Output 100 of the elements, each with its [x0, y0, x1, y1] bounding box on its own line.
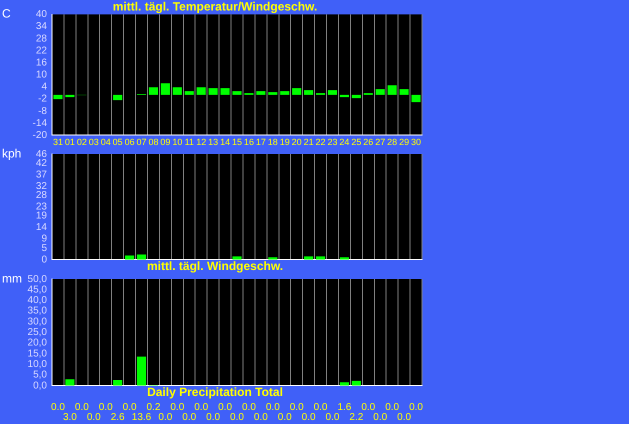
y-tick-label: 50,0	[28, 274, 48, 285]
data-label: 0.0	[326, 412, 340, 423]
data-label: 0.0	[302, 412, 316, 423]
bar	[352, 94, 361, 98]
y-tick-label: 28	[36, 33, 48, 44]
x-tick-label: 19	[280, 137, 290, 148]
data-label: 0.0	[122, 402, 137, 413]
data-label: 0.0	[74, 402, 90, 413]
data-label: 0.0	[314, 402, 328, 413]
text: mittl. tägl. Windgeschw.	[146, 259, 284, 274]
x-tick-label: 17	[256, 137, 266, 148]
bar	[220, 88, 230, 95]
bar	[352, 380, 361, 386]
y-axis-title: mm	[2, 271, 22, 286]
data-label: 0.0	[397, 412, 412, 423]
bar	[268, 92, 278, 95]
chart-title: mittl. tägl. Temperatur/Windgeschw.	[112, 0, 318, 14]
bar	[208, 88, 218, 95]
x-tick-label: 01	[64, 137, 75, 148]
x-tick-label: 25	[351, 137, 362, 148]
x-tick-label: 18	[268, 137, 278, 148]
y-tick-label: 5,0	[33, 370, 48, 381]
y-axis-title: kph	[2, 146, 22, 160]
bar	[280, 91, 290, 95]
bar	[376, 89, 385, 95]
bar	[160, 83, 170, 95]
x-tick-label: 29	[399, 137, 410, 148]
y-tick-label: 25,0	[28, 327, 48, 338]
bar	[411, 94, 421, 102]
x-tick-label: 15	[232, 137, 242, 148]
bar	[304, 90, 314, 95]
bar	[388, 85, 397, 95]
data-label: 0.0	[230, 412, 244, 423]
x-tick-label: 30	[411, 137, 422, 148]
data-label: 0.0	[51, 402, 66, 413]
data-label: 0.0	[98, 402, 114, 413]
data-label: 13.6	[132, 412, 152, 423]
y-axis-title: C	[2, 6, 11, 21]
data-label: 0.0	[361, 402, 376, 413]
y-tick-label: 30,0	[28, 316, 48, 328]
x-tick-label: 07	[136, 137, 147, 148]
bar	[172, 87, 182, 95]
y-tick-label: -14	[32, 118, 48, 129]
y-tick-label: 32	[36, 180, 48, 192]
x-tick-label: 11	[184, 137, 194, 148]
x-tick-label: 16	[244, 137, 254, 148]
y-tick-label: 42	[36, 158, 48, 169]
y-tick-label: 0	[41, 254, 48, 266]
y-tick-label: 37	[36, 169, 48, 180]
y-tick-label: -8	[38, 106, 48, 117]
bar	[136, 356, 146, 386]
bar	[328, 90, 338, 95]
x-tick-label: 03	[88, 137, 99, 148]
x-tick-label: 06	[124, 137, 135, 148]
x-tick-label: 05	[112, 137, 123, 148]
bar	[232, 91, 242, 95]
x-tick-label: 22	[316, 137, 326, 148]
bar	[184, 91, 194, 95]
x-tick-label: 10	[172, 137, 182, 148]
y-tick-label: 15,0	[28, 348, 48, 360]
y-tick-label: -2	[38, 94, 48, 105]
y-tick-label: 0,0	[33, 380, 48, 392]
y-tick-label: 40,0	[28, 295, 48, 306]
x-tick-label: 23	[327, 137, 338, 148]
bar	[340, 382, 349, 386]
bar	[196, 87, 206, 95]
y-tick-label: 28	[36, 190, 48, 202]
data-label: 0.0	[86, 412, 102, 423]
y-tick-label: 34	[36, 21, 48, 32]
x-tick-label: 13	[208, 137, 218, 148]
y-tick-label: 19	[36, 210, 48, 222]
y-tick-label: 10,0	[28, 359, 48, 370]
data-label: 0.0	[182, 412, 197, 423]
data-label: 0.0	[385, 402, 400, 413]
data-label: 0.0	[242, 402, 256, 413]
bar	[148, 87, 158, 95]
data-label: 0.2	[146, 402, 161, 413]
y-tick-label: 35,0	[28, 306, 48, 317]
x-tick-label: 28	[387, 137, 398, 148]
x-tick-label: 09	[160, 137, 170, 148]
x-tick-label: 02	[76, 137, 87, 148]
data-label: 0.0	[158, 412, 173, 423]
data-label: 0.0	[290, 402, 304, 413]
x-tick-label: 21	[304, 137, 314, 148]
y-tick-label: 14	[36, 222, 48, 234]
data-label: 0.0	[218, 402, 232, 413]
y-tick-label: 45,0	[28, 284, 48, 296]
text: Daily Precipitation Total	[147, 385, 283, 400]
y-tick-label: 46	[36, 148, 48, 160]
y-tick-label: -20	[32, 130, 48, 141]
data-label: 0.0	[206, 412, 221, 423]
x-tick-label: 04	[100, 137, 111, 148]
y-tick-label: 20,0	[28, 338, 48, 349]
data-label: 2.2	[349, 412, 364, 423]
x-tick-label: 20	[292, 137, 302, 148]
bar	[256, 91, 266, 95]
x-tick-label: 12	[196, 137, 206, 148]
x-tick-label: 31	[52, 137, 63, 148]
data-label: 2.6	[110, 412, 126, 423]
y-tick-label: 4	[41, 82, 48, 93]
